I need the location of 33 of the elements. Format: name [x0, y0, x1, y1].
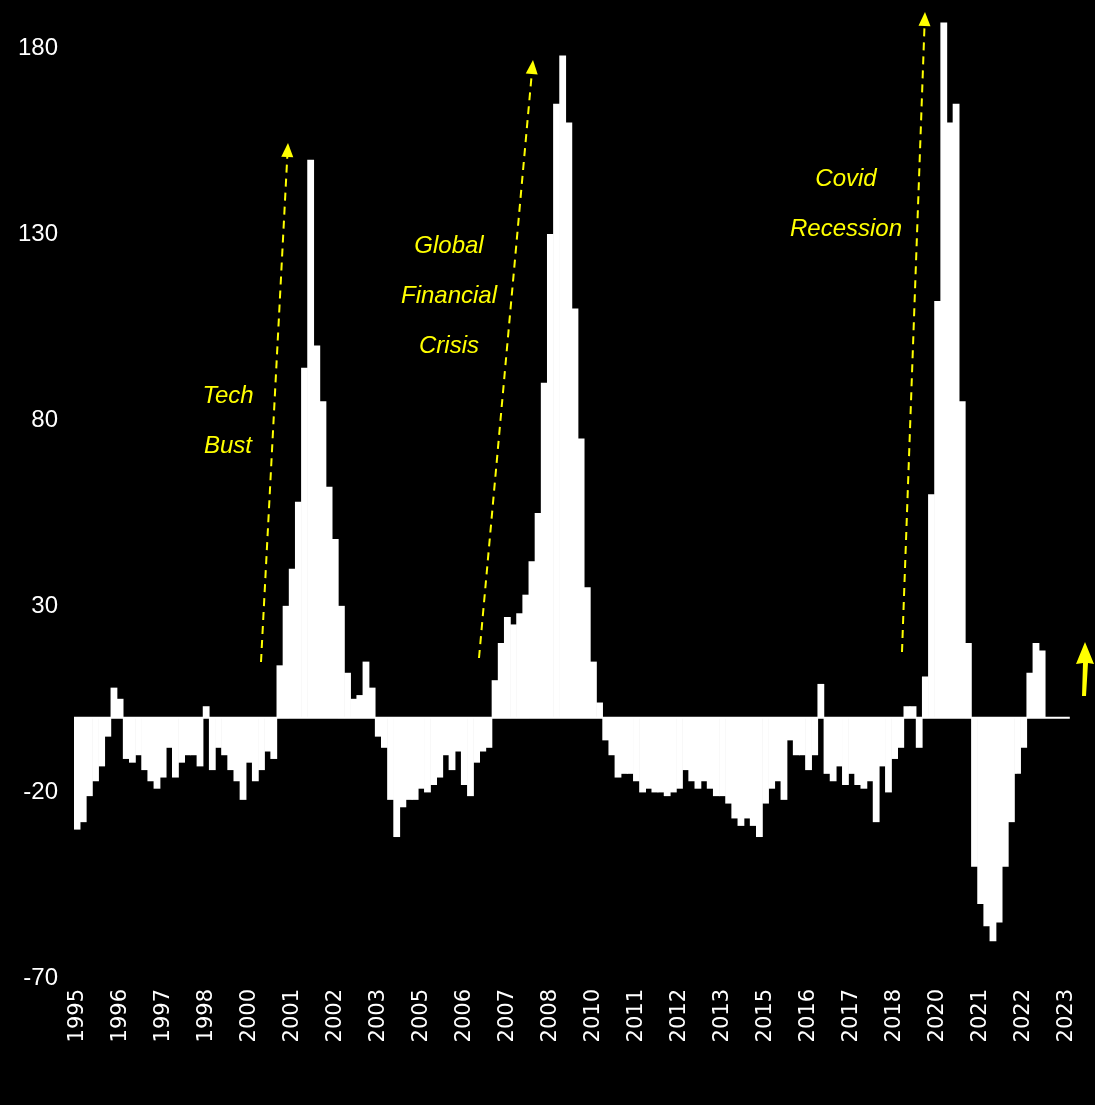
x-tick-label: 2006: [450, 989, 475, 1043]
x-tick-label: 2013: [708, 989, 733, 1043]
annotation: Tech Bust: [201, 380, 255, 460]
y-tick-label: 30: [31, 590, 58, 618]
x-tick-label: 2023: [1053, 989, 1078, 1043]
x-tick-label: 2007: [493, 989, 518, 1043]
x-tick-label: 2015: [751, 989, 776, 1043]
x-tick-label: 2003: [364, 989, 389, 1043]
y-tick-label: -70: [23, 962, 58, 990]
x-tick-label: 2002: [321, 989, 346, 1043]
x-tick-label: 2005: [407, 989, 432, 1043]
x-tick-label: 2020: [924, 989, 949, 1043]
x-tick-label: 1997: [149, 989, 174, 1043]
y-tick-label: 180: [17, 33, 58, 61]
x-tick-label: 2017: [838, 989, 863, 1043]
annotation: Global Financial Crisis: [399, 230, 499, 360]
x-tick-label: 1996: [106, 989, 131, 1043]
y-tick-label: -20: [23, 776, 58, 804]
x-tick-label: 2001: [278, 989, 303, 1043]
x-tick-label: 1995: [63, 989, 88, 1043]
x-tick-label: 1998: [192, 989, 217, 1043]
x-tick-label: 2008: [536, 989, 561, 1043]
x-tick-label: 2022: [1010, 989, 1035, 1043]
x-tick-label: 2021: [967, 989, 992, 1043]
y-tick-label: 80: [31, 404, 58, 432]
x-tick-label: 2000: [235, 989, 260, 1043]
x-tick-label: 2018: [881, 989, 906, 1043]
x-tick-label: 2011: [622, 989, 647, 1043]
x-tick-label: 2016: [795, 989, 820, 1043]
annotation: Covid Recession: [788, 163, 904, 243]
x-tick-label: 2012: [665, 989, 690, 1043]
y-tick-label: 130: [17, 218, 58, 246]
x-tick-label: 2010: [579, 989, 604, 1043]
